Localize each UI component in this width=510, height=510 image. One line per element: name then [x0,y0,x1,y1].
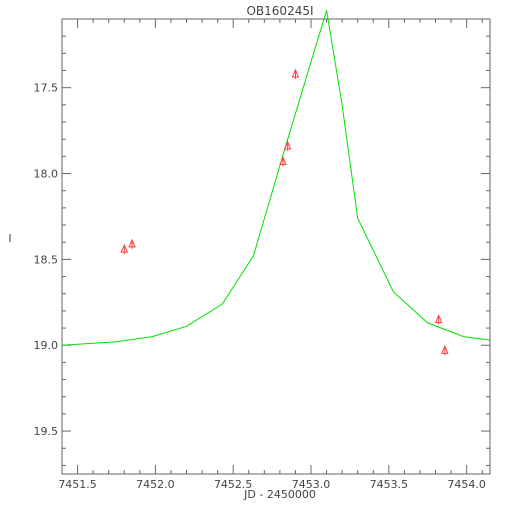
x-tick-label: 7452.0 [136,478,175,491]
y-tick-label: 18.0 [34,168,59,181]
x-tick-label: 7452.5 [214,478,253,491]
observation-point [128,238,136,249]
x-tick-label: 7451.5 [58,478,97,491]
observation-point [434,314,443,325]
axis-ticks: 7451.5 7452.0 7452.5 7453.0 7453.5 7454.0 17.5… [34,18,490,491]
y-axis-title: I [8,232,11,245]
observation-points [120,68,449,356]
observation-point [291,68,300,79]
x-tick-label: 7454.0 [447,478,486,491]
y-tick-label: 17.5 [34,82,59,95]
y-tick-label: 18.5 [34,253,59,266]
y-tick-label: 19.0 [34,339,59,352]
model-curve [61,10,491,346]
x-tick-label: 7453.0 [292,478,331,491]
observation-point [120,243,129,255]
y-tick-label: 19.5 [34,425,59,438]
x-axis-title: JD - 2450000 [243,488,316,501]
x-tick-label: 7453.5 [370,478,409,491]
chart-title: OB160245I [246,4,313,18]
observation-point [441,345,449,356]
plot-frame [61,18,491,475]
observation-point [283,140,292,152]
observation-point [279,156,287,167]
